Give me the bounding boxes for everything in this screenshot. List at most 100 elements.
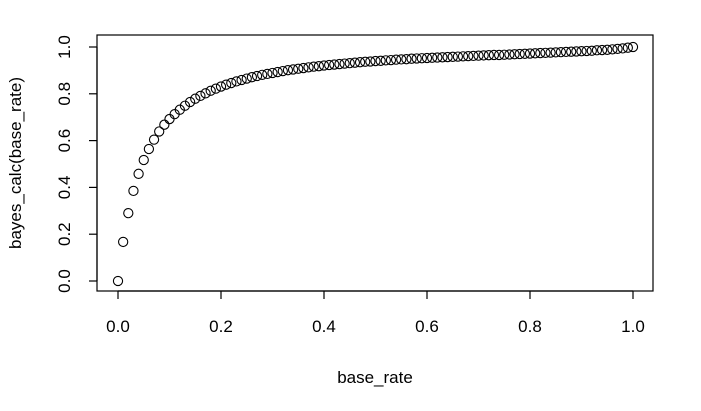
data-point xyxy=(231,76,242,87)
data-point xyxy=(159,119,170,130)
data-point xyxy=(375,55,386,66)
data-point xyxy=(236,74,247,86)
data-point xyxy=(184,96,196,108)
data-point xyxy=(411,53,422,64)
data-point xyxy=(488,49,500,61)
data-point xyxy=(323,59,335,71)
data-point xyxy=(519,48,530,59)
data-point xyxy=(334,58,345,70)
data-point xyxy=(540,47,551,58)
data-point xyxy=(293,63,304,74)
y-axis-label: bayes_calc(base_rate) xyxy=(6,77,25,249)
data-point xyxy=(581,45,592,57)
data-point xyxy=(447,51,458,62)
data-point xyxy=(560,46,572,58)
data-point xyxy=(365,56,376,67)
data-point xyxy=(499,49,510,60)
data-point xyxy=(478,50,489,61)
data-point xyxy=(586,45,597,56)
data-point xyxy=(612,43,623,55)
x-tick-label: 0.8 xyxy=(518,317,542,336)
data-point xyxy=(246,72,258,83)
data-point xyxy=(154,126,165,137)
y-axis: 0.0 0.2 0.4 0.6 0.8 1.0 xyxy=(55,35,98,293)
data-point xyxy=(591,45,603,56)
data-point xyxy=(277,65,288,77)
data-point xyxy=(390,54,402,65)
data-point xyxy=(303,62,314,73)
data-point xyxy=(421,52,433,64)
data-point xyxy=(298,62,309,74)
y-tick-label: 0.6 xyxy=(55,129,74,153)
data-point xyxy=(339,58,350,69)
data-point xyxy=(179,100,191,111)
data-point xyxy=(313,61,324,72)
data-point xyxy=(545,47,556,58)
data-point xyxy=(535,47,546,59)
data-point xyxy=(220,79,232,90)
data-point xyxy=(143,143,155,155)
data-point xyxy=(596,44,608,56)
data-point xyxy=(282,65,294,76)
data-point xyxy=(530,48,541,59)
data-point xyxy=(215,81,227,92)
data-point xyxy=(457,51,469,62)
data-point xyxy=(463,50,474,62)
y-tick-label: 0.4 xyxy=(55,176,74,200)
data-point xyxy=(138,154,149,166)
data-point xyxy=(473,50,484,61)
x-tick-label: 0.4 xyxy=(312,317,336,336)
data-point xyxy=(493,49,505,61)
data-point xyxy=(349,57,361,68)
x-tick-label: 0.6 xyxy=(415,317,439,336)
data-point xyxy=(416,53,427,64)
data-point xyxy=(566,46,577,57)
data-point xyxy=(401,54,412,65)
data-point xyxy=(195,90,206,102)
points-layer xyxy=(112,41,639,287)
data-point xyxy=(437,52,448,63)
data-point xyxy=(360,56,371,67)
data-point xyxy=(380,55,391,66)
plot-frame xyxy=(96,34,654,292)
data-point xyxy=(406,53,417,64)
data-point xyxy=(164,113,175,125)
data-point xyxy=(571,46,582,57)
x-tick-label: 0.0 xyxy=(106,317,130,336)
data-point xyxy=(123,207,134,219)
data-point xyxy=(226,77,237,89)
data-point xyxy=(617,43,628,54)
data-point xyxy=(426,52,438,63)
y-tick-label: 0.8 xyxy=(55,82,74,106)
x-tick-label: 1.0 xyxy=(621,317,645,336)
data-point xyxy=(555,47,567,58)
data-point xyxy=(133,168,144,179)
data-point xyxy=(251,70,263,82)
data-point xyxy=(174,104,185,115)
data-point xyxy=(354,57,366,68)
data-point xyxy=(442,51,453,63)
data-point xyxy=(308,61,319,72)
y-tick-label: 0.2 xyxy=(55,222,74,246)
data-point xyxy=(607,44,618,55)
data-point xyxy=(514,48,525,60)
data-point xyxy=(627,41,639,53)
data-point xyxy=(267,67,278,79)
data-point xyxy=(118,236,129,248)
data-point xyxy=(272,66,283,78)
data-point xyxy=(241,73,252,84)
data-point xyxy=(287,64,299,75)
x-axis-label: base_rate xyxy=(337,368,413,387)
data-point xyxy=(432,52,443,63)
data-point xyxy=(329,59,340,70)
x-tick-label: 0.2 xyxy=(209,317,233,336)
y-tick-label: 0.0 xyxy=(55,269,74,293)
data-point xyxy=(396,54,407,65)
data-point xyxy=(576,46,587,57)
data-point xyxy=(318,60,330,71)
data-point xyxy=(504,49,515,60)
data-point xyxy=(483,50,494,61)
data-point xyxy=(257,69,268,80)
data-point xyxy=(602,44,613,55)
data-point xyxy=(509,49,520,60)
